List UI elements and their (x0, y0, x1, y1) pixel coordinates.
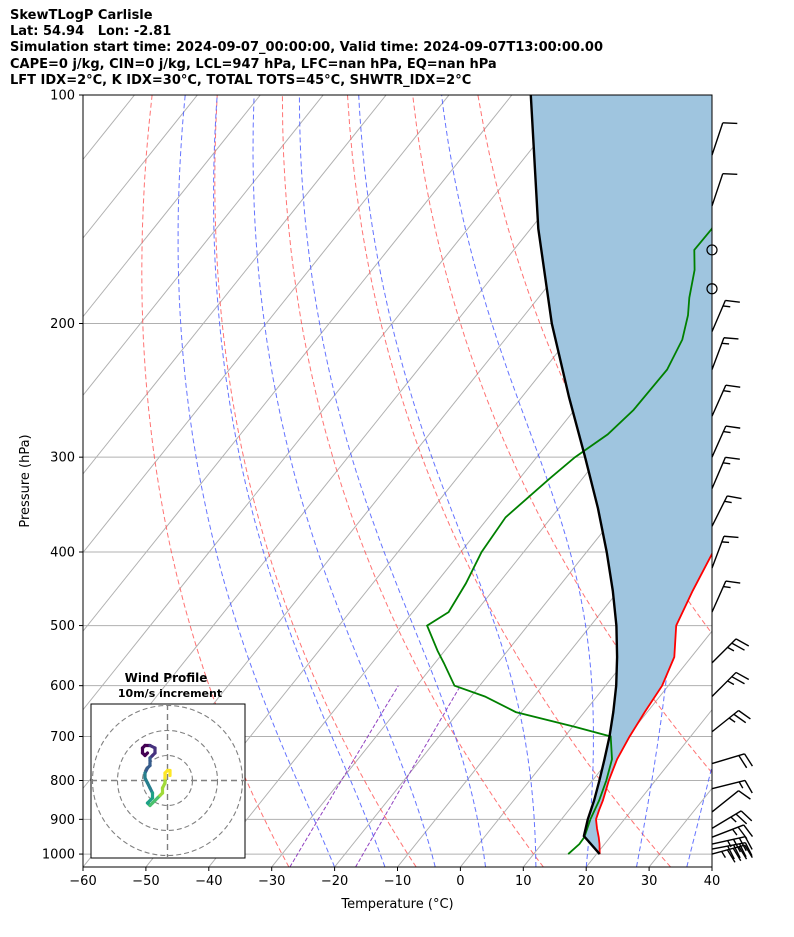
dry-adiabat-line (214, 95, 417, 867)
wind-barb (711, 709, 751, 733)
x-tick-label: 30 (641, 874, 658, 889)
isotherm-line (775, 95, 794, 867)
wind-barb (711, 790, 751, 813)
isotherm-line (83, 95, 576, 711)
moist-adiabat-line (737, 95, 794, 867)
wind-barb (711, 824, 754, 840)
wind-barb (711, 495, 742, 527)
wind-barb (711, 842, 753, 860)
wind-barb (711, 384, 741, 417)
wind-barb (711, 580, 741, 613)
isotherm-line (83, 95, 387, 475)
moist-adiabat-line (177, 95, 336, 867)
y-tick-label: 400 (50, 546, 75, 561)
hodograph-ring (116, 729, 219, 832)
temperature-profile-line (595, 551, 712, 855)
isotherm-line (460, 551, 712, 867)
chart-header: SkewTLogP Carlisle Lat: 54.94 Lon: -2.81… (10, 8, 790, 89)
y-tick-label: 100 (50, 89, 75, 104)
wind-barb (711, 810, 753, 829)
x-tick-label: 0 (456, 874, 464, 889)
hodograph-title: Wind Profile (125, 671, 208, 685)
wind-barb (711, 638, 750, 664)
wind-barb (711, 535, 739, 569)
cape-shading-layer (530, 95, 712, 855)
wind-barb (711, 172, 738, 207)
isotherm-line (83, 95, 513, 632)
x-tick-label: −20 (321, 874, 348, 889)
x-axis-label: Temperature (°C) (340, 897, 453, 912)
x-tick-label: −10 (384, 874, 411, 889)
wind-barb (711, 753, 754, 769)
isotherm-line (83, 95, 261, 318)
x-tick-label: −30 (258, 874, 285, 889)
mixing-ratio-line (289, 685, 399, 867)
y-tick-label: 700 (50, 730, 75, 745)
isotherm-line (83, 95, 450, 554)
dewpoint-profile-line (425, 226, 712, 855)
location-coordinates: Lat: 54.94 Lon: -2.81 (10, 24, 172, 40)
wind-barb (711, 337, 739, 370)
hodograph-subtitle: 10m/s increment (118, 687, 222, 700)
wind-barb (711, 779, 753, 794)
x-tick-label: −50 (132, 874, 159, 889)
wind-barb (706, 244, 718, 256)
cin-shaded-area (530, 95, 712, 855)
y-tick-label: 500 (50, 619, 75, 634)
moist-adiabat-line (358, 95, 537, 867)
y-tick-label: 300 (50, 451, 75, 466)
stability-indices: LFT IDX=2°C, K IDX=30°C, TOTAL TOTS=45°C… (10, 72, 472, 88)
moist-adiabat-line (213, 95, 386, 867)
dry-adiabat-line (281, 95, 544, 867)
chart-title: SkewTLogP Carlisle (10, 8, 153, 23)
y-tick-label: 200 (50, 317, 75, 332)
isotherm-line (0, 95, 72, 867)
dry-adiabat-line (739, 95, 794, 867)
moist-adiabat-line (252, 95, 436, 867)
isotherm-line (711, 866, 712, 867)
wind-barb (711, 456, 740, 489)
y-tick-label: 800 (50, 774, 75, 789)
y-axis-label: Pressure (hPa) (18, 434, 33, 527)
parcel-path-line (529, 95, 619, 855)
x-tick-label: 10 (515, 874, 532, 889)
y-tick-label: 600 (50, 679, 75, 694)
x-tick-label: 40 (704, 874, 721, 889)
isotherm-line (83, 95, 198, 239)
mixing-ratio-line (355, 685, 461, 867)
isotherm-line (585, 708, 712, 867)
wind-barb (711, 844, 753, 863)
hodograph-inset: Wind Profile 10m/s increment (90, 671, 246, 859)
x-tick-label: −60 (69, 874, 96, 889)
wind-barbs-layer (706, 122, 754, 863)
wind-barb (711, 425, 741, 458)
wind-barb (711, 671, 750, 697)
dry-adiabat-line (141, 95, 290, 867)
wind-barb (711, 299, 740, 332)
axis-ticks-layer: −60 −50 −40 −30 −20 −10 0 10 20 30 40 100 200 300 400 5… (42, 89, 720, 890)
y-tick-label: 1000 (42, 848, 75, 863)
convective-parameters: CAPE=0 j/kg, CIN=0 j/kg, LCL=947 hPa, LF… (10, 56, 497, 72)
simulation-time: Simulation start time: 2024-09-07_00:00:… (10, 40, 603, 56)
isotherm-line (83, 95, 324, 397)
y-tick-label: 900 (50, 813, 75, 828)
moist-adiabat-line (298, 95, 487, 867)
dry-adiabat-line (347, 95, 671, 867)
x-tick-label: 20 (578, 874, 595, 889)
isotherm-line (271, 315, 712, 867)
x-tick-label: −40 (195, 874, 222, 889)
isotherm-line (208, 237, 712, 867)
wind-barb (706, 283, 718, 295)
wind-barb (711, 122, 738, 156)
profile-lines-layer (425, 95, 712, 855)
